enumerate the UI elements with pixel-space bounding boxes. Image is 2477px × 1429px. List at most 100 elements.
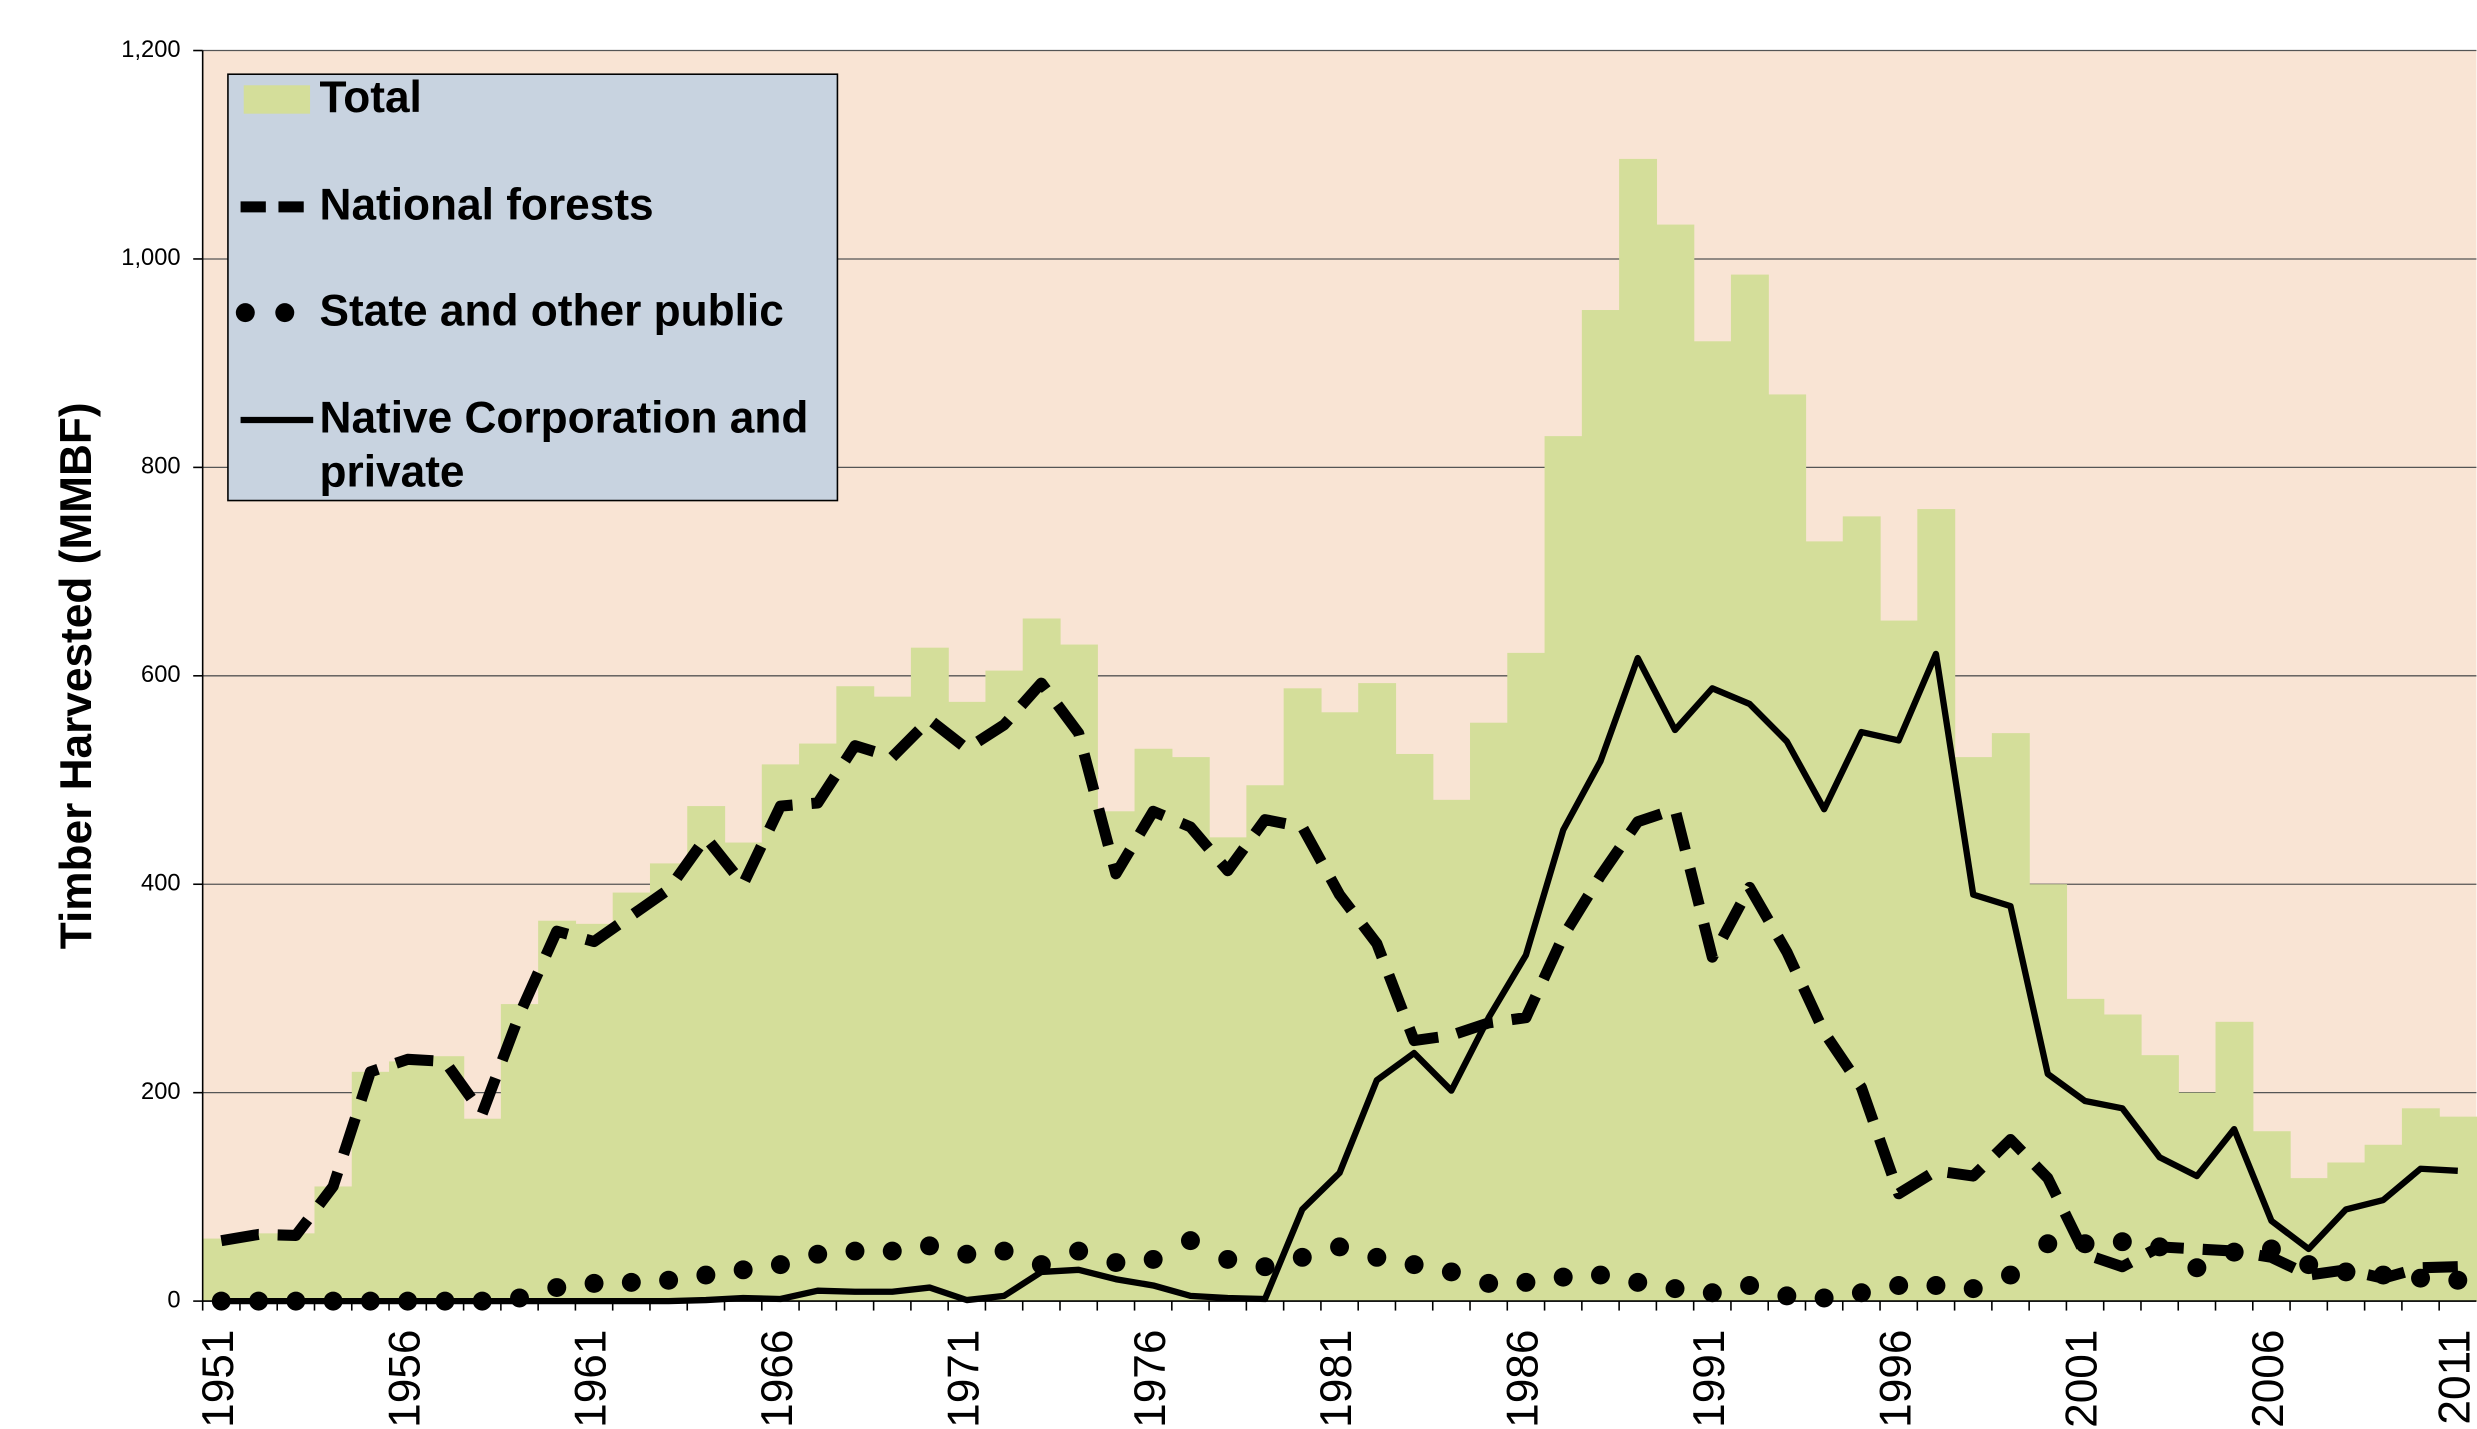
dot — [845, 1241, 865, 1261]
bar — [761, 764, 800, 1302]
dot — [2187, 1258, 2207, 1278]
legend-label: National forests — [319, 180, 654, 229]
dot — [920, 1236, 940, 1256]
dot — [2336, 1262, 2356, 1282]
legend-item: State and other public — [319, 285, 784, 335]
bar — [1991, 733, 2030, 1302]
bar — [1059, 644, 1098, 1302]
bar — [2029, 884, 2068, 1302]
bar — [1842, 516, 1881, 1302]
bar — [1768, 394, 1807, 1302]
dot — [1106, 1253, 1126, 1273]
bar — [873, 696, 912, 1302]
dot — [2001, 1265, 2020, 1285]
bar — [649, 863, 688, 1302]
bar — [948, 701, 987, 1302]
x-tick-label: 1996 — [1871, 1330, 1920, 1428]
bar — [799, 743, 837, 1302]
y-tick-label: 1,200 — [121, 37, 180, 63]
dot — [1180, 1231, 1200, 1251]
dot — [1218, 1249, 1238, 1269]
bar — [1656, 224, 1695, 1302]
dot — [1441, 1262, 1461, 1282]
bar — [1619, 158, 1658, 1302]
legend-swatch — [243, 85, 311, 114]
bar — [1209, 837, 1248, 1302]
dot — [1367, 1247, 1387, 1267]
bar — [1097, 811, 1136, 1302]
bar — [1246, 785, 1285, 1302]
bar — [724, 842, 763, 1302]
x-tick-label: 1971 — [939, 1330, 988, 1428]
y-tick-label: 200 — [141, 1079, 181, 1105]
y-axis-title: Timber Harvested (MMBF) — [52, 402, 101, 949]
x-tick-label: 1966 — [753, 1330, 802, 1428]
dot — [1963, 1279, 1983, 1299]
dot — [510, 1288, 529, 1308]
dot — [770, 1255, 790, 1275]
dot — [621, 1272, 641, 1292]
dot — [1255, 1257, 1275, 1277]
dot — [1628, 1272, 1648, 1292]
dot — [1404, 1255, 1424, 1275]
dot — [1851, 1283, 1871, 1303]
y-tick-label: 0 — [167, 1287, 180, 1313]
dot — [2261, 1239, 2281, 1259]
dot — [957, 1244, 977, 1264]
bar — [985, 670, 1024, 1302]
bar — [538, 920, 577, 1302]
bar — [1730, 274, 1769, 1302]
x-tick-label: 1956 — [380, 1330, 429, 1428]
legend-label: Native Corporation and private — [319, 393, 809, 496]
dot — [1516, 1272, 1536, 1292]
dot — [696, 1265, 716, 1285]
bar — [389, 1061, 427, 1302]
dot — [2038, 1234, 2058, 1254]
legend-item: Native Corporation and private — [319, 393, 809, 496]
legend-swatch — [235, 303, 255, 323]
dot — [1740, 1275, 1760, 1295]
dot — [1069, 1241, 1089, 1261]
dot — [2411, 1268, 2431, 1288]
bar — [1954, 757, 1993, 1302]
line — [220, 677, 2458, 1284]
bar — [1320, 712, 1359, 1302]
bar — [277, 1233, 316, 1302]
dot — [547, 1278, 567, 1298]
dot — [1814, 1288, 1834, 1308]
bar — [2140, 1055, 2179, 1302]
dot — [1330, 1237, 1350, 1257]
dot — [659, 1270, 679, 1290]
dot — [1926, 1275, 1946, 1295]
bar — [1432, 799, 1471, 1302]
dot — [882, 1241, 902, 1261]
bar — [351, 1071, 390, 1302]
dot — [2075, 1234, 2095, 1254]
dot — [1479, 1273, 1499, 1293]
dot — [808, 1244, 828, 1264]
legend-label: Total — [319, 72, 422, 122]
y-tick-label: 800 — [141, 454, 181, 480]
bar — [910, 647, 949, 1302]
x-tick-label: 1981 — [1312, 1330, 1361, 1428]
x-tick-label: 2001 — [2058, 1330, 2107, 1428]
legend-item: Total — [319, 72, 422, 122]
legend-box — [227, 73, 839, 502]
x-tick-label: 2011 — [2430, 1330, 2477, 1425]
bar — [1581, 310, 1620, 1302]
legend-label: State and other public — [319, 285, 784, 335]
y-tick-label: 1,000 — [121, 245, 180, 271]
dot — [1031, 1255, 1051, 1275]
bar — [1805, 541, 1844, 1302]
bar — [612, 892, 651, 1302]
bar — [2103, 1014, 2142, 1302]
bar — [426, 1056, 465, 1302]
x-tick-label: 2006 — [2244, 1330, 2293, 1428]
bar — [575, 923, 614, 1302]
x-tick-label: 1976 — [1126, 1330, 1175, 1428]
y-tick-label: 600 — [141, 662, 181, 688]
dot — [584, 1273, 604, 1293]
bar — [1693, 341, 1732, 1302]
